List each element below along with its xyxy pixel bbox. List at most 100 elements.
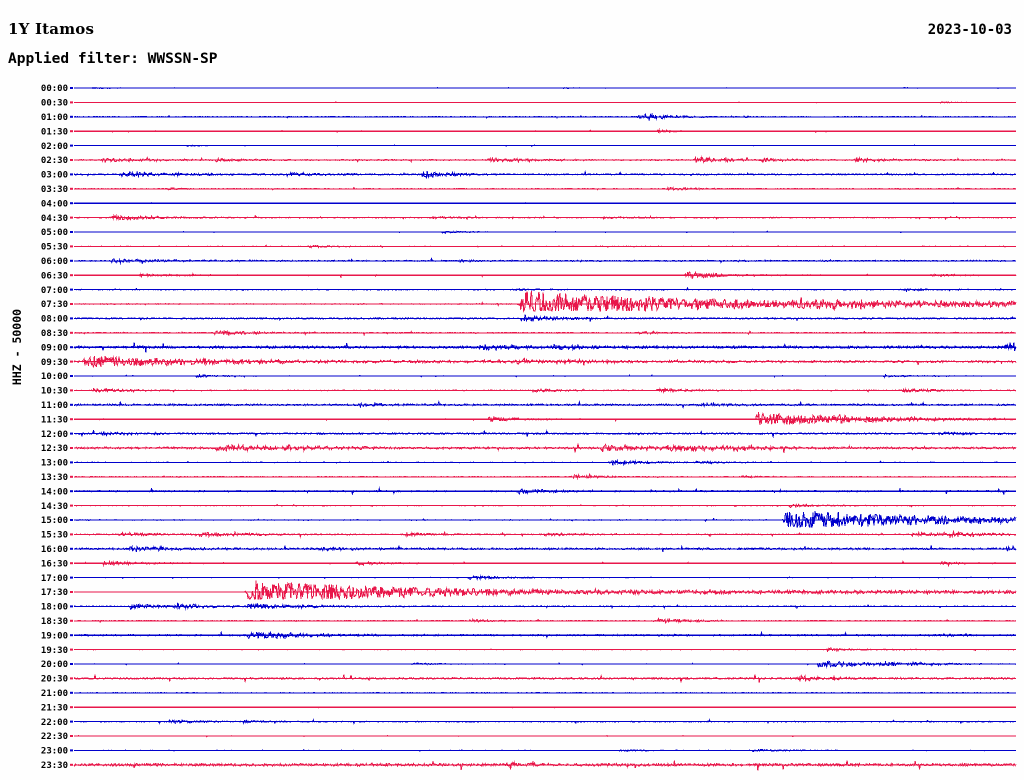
y-tick-label: 03:30 xyxy=(41,185,68,195)
y-tick-label: 12:30 xyxy=(41,444,68,454)
y-tick-label: 10:30 xyxy=(41,387,68,397)
trace-row: 05:30 xyxy=(41,243,1017,253)
trace-row: 19:30 xyxy=(41,646,1017,656)
trace-row: 10:30 xyxy=(41,387,1017,397)
y-tick-label: 13:00 xyxy=(41,459,68,469)
row-marker xyxy=(70,706,73,709)
trace-row: 16:30 xyxy=(41,559,1017,569)
y-tick-label: 19:30 xyxy=(41,646,68,656)
trace-row: 21:00 xyxy=(41,689,1017,699)
trace-row: 08:00 xyxy=(41,314,1017,325)
trace-row: 12:00 xyxy=(41,429,1017,440)
y-tick-label: 18:30 xyxy=(41,617,68,627)
y-tick-label: 22:00 xyxy=(41,718,68,728)
row-marker xyxy=(70,677,73,680)
trace-row: 13:00 xyxy=(41,459,1017,469)
row-marker xyxy=(70,375,73,377)
row-marker xyxy=(70,490,73,493)
row-marker xyxy=(70,461,73,464)
trace-row: 12:30 xyxy=(41,443,1017,454)
trace-row: 11:00 xyxy=(41,400,1017,411)
row-marker xyxy=(70,216,73,219)
trace-row: 06:30 xyxy=(41,271,1017,281)
trace-row: 23:00 xyxy=(41,747,1017,757)
trace-row: 17:30 xyxy=(41,580,1017,601)
row-marker xyxy=(70,331,73,334)
trace-row: 18:30 xyxy=(41,617,1017,627)
seismic-trace xyxy=(74,412,1017,426)
y-tick-label: 20:00 xyxy=(41,660,68,670)
seismic-trace xyxy=(73,580,1017,601)
trace-row: 04:30 xyxy=(41,214,1017,224)
y-tick-label: 15:30 xyxy=(41,531,68,541)
row-marker xyxy=(70,648,73,651)
trace-row: 17:00 xyxy=(41,574,1017,584)
row-marker xyxy=(70,403,73,406)
trace-row: 20:30 xyxy=(41,674,1017,685)
y-tick-label: 11:30 xyxy=(41,415,68,425)
row-marker xyxy=(70,187,73,190)
y-tick-label: 14:00 xyxy=(41,487,68,497)
trace-row: 00:00 xyxy=(41,84,1017,94)
row-marker xyxy=(70,303,73,305)
row-marker xyxy=(70,591,73,593)
trace-row: 09:30 xyxy=(41,355,1017,368)
trace-row: 23:30 xyxy=(41,760,1017,771)
row-marker xyxy=(70,245,73,248)
row-marker xyxy=(70,634,73,637)
trace-row: 14:30 xyxy=(41,502,1017,512)
row-marker xyxy=(70,576,73,579)
row-marker xyxy=(70,173,73,176)
seismic-trace xyxy=(74,511,1017,528)
trace-row: 01:00 xyxy=(41,112,1017,123)
row-marker xyxy=(70,389,73,392)
trace-row: 11:30 xyxy=(41,412,1017,426)
trace-row: 22:30 xyxy=(41,732,1017,742)
trace-row: 03:00 xyxy=(41,170,1017,181)
page-title: 1Y Itamos xyxy=(8,20,95,38)
row-marker xyxy=(70,663,73,665)
row-marker xyxy=(70,547,73,550)
y-tick-label: 23:30 xyxy=(41,761,68,771)
y-tick-label: 16:30 xyxy=(41,559,68,569)
trace-row: 13:30 xyxy=(41,472,1016,483)
trace-row: 14:00 xyxy=(41,486,1016,497)
row-marker xyxy=(70,144,73,147)
y-tick-label: 19:00 xyxy=(41,631,68,641)
y-tick-label: 23:00 xyxy=(41,747,68,757)
row-marker xyxy=(70,475,73,478)
trace-row: 16:00 xyxy=(41,544,1017,555)
row-marker xyxy=(70,562,73,565)
y-tick-label: 12:00 xyxy=(41,430,68,440)
y-tick-label: 17:30 xyxy=(41,588,68,598)
trace-row: 01:30 xyxy=(41,127,1016,137)
date-label: 2023-10-03 xyxy=(927,22,1012,38)
trace-row: 02:00 xyxy=(41,142,1017,152)
y-tick-label: 10:00 xyxy=(41,372,68,382)
row-marker xyxy=(70,288,73,291)
row-marker xyxy=(70,504,73,507)
y-tick-label: 08:00 xyxy=(41,315,68,325)
trace-row: 03:30 xyxy=(41,185,1017,195)
y-tick-label: 11:00 xyxy=(41,401,68,411)
y-tick-label: 00:00 xyxy=(41,84,68,94)
trace-row: 22:00 xyxy=(41,718,1017,728)
trace-row: 21:30 xyxy=(41,703,1016,713)
row-marker xyxy=(70,619,73,622)
row-marker xyxy=(70,115,73,118)
y-tick-label: 06:00 xyxy=(41,257,68,267)
row-marker xyxy=(70,720,73,723)
trace-row: 05:00 xyxy=(41,228,1017,238)
y-tick-label: 13:30 xyxy=(41,473,68,483)
row-marker xyxy=(70,130,73,133)
helicorder-plot: 00:00 00:30 01:00 01:30 02:00 02:30 03:00 03:30… xyxy=(0,76,1024,776)
seismic-trace xyxy=(73,290,1017,313)
row-marker xyxy=(70,749,73,752)
trace-row: 19:00 xyxy=(41,630,1017,641)
row-marker xyxy=(70,202,73,205)
y-tick-label: 05:00 xyxy=(41,228,68,238)
trace-row: 09:00 xyxy=(41,342,1017,353)
row-marker xyxy=(70,418,73,421)
y-tick-label: 05:30 xyxy=(41,243,68,253)
y-tick-label: 02:30 xyxy=(41,156,68,166)
